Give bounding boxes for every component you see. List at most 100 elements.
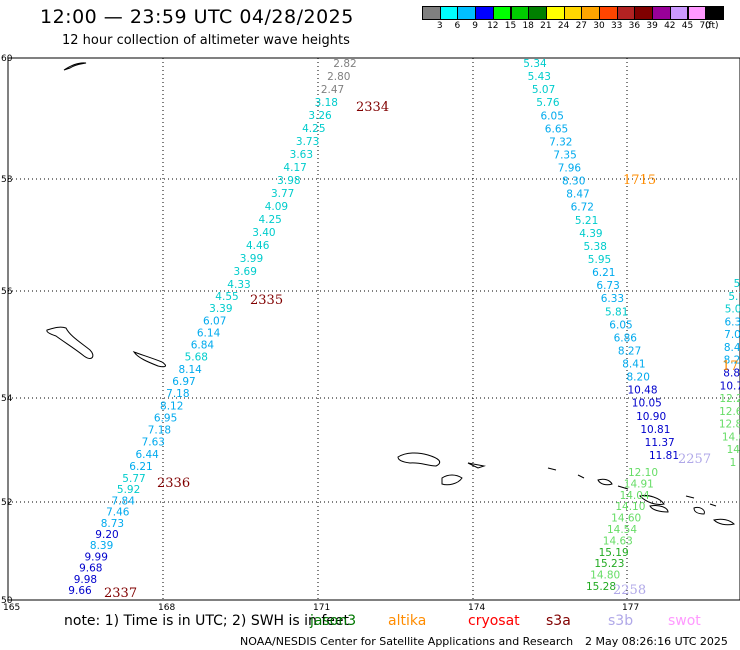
wave-height-value: 7.08 (724, 329, 740, 341)
color-scale-label: 42 (664, 21, 676, 31)
wave-height-value: 9.68 (79, 563, 102, 575)
wave-height-value: 8.29 (724, 355, 740, 367)
wave-height-value: 8.43 (724, 342, 740, 354)
wave-height-value: 8.12 (160, 400, 183, 412)
map-grid (7, 57, 740, 601)
color-scale-swatch (492, 6, 512, 20)
color-scale-swatch (457, 6, 477, 20)
wave-height-value: 5.34 (523, 58, 547, 70)
wave-height-value: 6.84 (191, 340, 215, 352)
color-scale-label: 3 (436, 21, 443, 31)
longitude-label: 171 (313, 603, 330, 613)
wave-height-value: 9.20 (95, 529, 118, 541)
page-title: 12:00 — 23:59 UTC 04/28/2025 (40, 6, 354, 28)
color-scale-swatch (510, 6, 530, 20)
wave-height-value: 5.81 (605, 306, 628, 318)
wave-height-value: 11.81 (649, 450, 679, 462)
wave-height-value: 5.95 (588, 254, 611, 266)
altimeter-pass: 12.1014.9114.0414.1014.6014.5414.6315.19… (586, 452, 711, 593)
wave-height-value: 3.73 (296, 136, 319, 148)
wave-height-value: 1 (730, 457, 737, 469)
color-scale-swatch (705, 6, 724, 20)
color-scale-label: 15 (504, 21, 517, 31)
wave-height-value: 4.25 (258, 214, 281, 226)
altimeter-pass: 5.775.927.847.468.739.208.399.999.689.98… (68, 473, 190, 597)
satellite-legend-item: swot (668, 613, 701, 629)
satellite-legend-item: s3b (608, 613, 634, 629)
color-scale-swatch (439, 6, 459, 20)
wave-height-value: 9.66 (68, 585, 92, 597)
satellite-legend-item: s3a (546, 613, 571, 629)
color-scale-swatch (581, 6, 600, 20)
pass-time-label: 1715 (623, 173, 656, 188)
wave-height-value: 6.05 (541, 110, 564, 122)
color-scale-label: 21 (540, 21, 552, 31)
wave-height-value: 7.32 (549, 136, 572, 148)
latitude-label: 52 (1, 498, 12, 508)
color-scale-label: 6 (454, 21, 461, 31)
wave-height-value: 10.48 (627, 385, 657, 397)
wave-height-value: 14.6 (722, 431, 740, 443)
wave-height-value: 3.26 (308, 110, 332, 122)
color-scale-swatch (563, 6, 583, 20)
satellite-legend-item: jason3 (310, 613, 357, 629)
wave-height-value: 6.72 (571, 202, 594, 214)
color-scale-swatch (599, 6, 618, 20)
color-scale-label: 36 (628, 21, 641, 31)
wave-height-value: 6.33 (601, 293, 624, 305)
wave-height-value: 14.10 (615, 501, 645, 513)
wave-height-value: 7.18 (148, 425, 171, 437)
wave-height-value: 7.84 (112, 495, 136, 507)
color-scale-swatch (545, 6, 565, 20)
wave-height-value: 6.95 (154, 412, 177, 424)
color-scale-swatch (616, 6, 636, 20)
wave-height-value: 4.17 (283, 162, 306, 174)
coastline (132, 350, 166, 368)
coastline (693, 507, 705, 515)
wave-height-value: 12.65 (719, 406, 740, 418)
pass-time-label: 2257 (678, 452, 711, 467)
longitude-label: 168 (158, 603, 175, 613)
wave-height-value: 9.99 (85, 551, 108, 563)
wave-height-value: 6.73 (596, 280, 619, 292)
wave-height-value: 14 (727, 444, 740, 456)
altimeter-pass: 55.75.016.367.088.438.298.8110.7212.2712… (719, 278, 740, 469)
pass-time-label: 2258 (613, 583, 646, 598)
wave-height-value: 6.21 (592, 267, 615, 279)
color-scale-swatch (634, 6, 654, 20)
coastline (709, 503, 717, 507)
wave-height-value: 5.01 (725, 304, 740, 316)
wave-height-value: 5.07 (532, 84, 555, 96)
coastline (467, 462, 486, 469)
wave-height-value: 4.09 (265, 201, 288, 213)
wave-height-value: 14.63 (603, 535, 633, 547)
wave-height-value: 2.82 (333, 58, 356, 70)
wave-height-value: 5.92 (117, 484, 140, 496)
wave-height-value: 15.23 (594, 558, 624, 570)
wave-height-value: 8.81 (723, 368, 740, 380)
wave-height-value: 9.98 (74, 574, 97, 586)
color-scale-label: 12 (487, 21, 499, 31)
wave-height-value: 12.27 (719, 393, 740, 405)
color-scale-label: 9 (472, 21, 478, 31)
wave-height-value: 4.39 (579, 228, 602, 240)
wave-height-value: 3.99 (240, 253, 263, 265)
wave-height-value: 3.69 (234, 266, 257, 278)
footer-note: note: 1) Time is in UTC; 2) SWH is in fe… (64, 613, 350, 629)
page-subtitle: 12 hour collection of altimeter wave hei… (62, 33, 350, 48)
coastline (597, 478, 613, 486)
color-scale-label: 70 (699, 21, 711, 31)
wave-height-value: 3.77 (271, 188, 294, 200)
wave-height-value: 14.54 (607, 524, 637, 536)
footer-credit: NOAA/NESDIS Center for Satellite Applica… (240, 635, 574, 648)
wave-height-value: 7.63 (142, 437, 165, 449)
color-scale-swatch (687, 6, 707, 20)
color-scale-unit: (ft) (705, 21, 719, 31)
latitude-label: 58 (1, 175, 13, 185)
wave-height-value: 5 (734, 278, 740, 290)
pass-time-label: 17 (722, 359, 739, 374)
altimeter-pass: 2.822.802.473.183.264.253.733.634.173.98… (227, 58, 389, 291)
coastline (685, 495, 695, 499)
